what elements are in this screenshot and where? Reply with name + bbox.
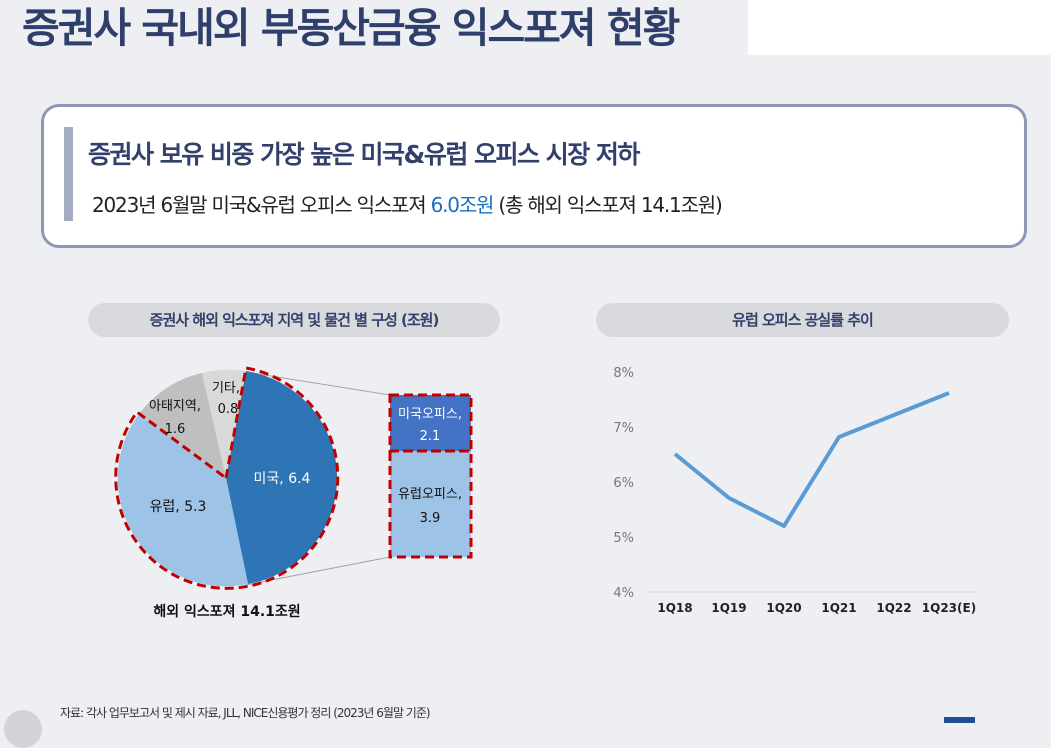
y-tick-8: 8% xyxy=(613,366,634,381)
pie-slice-apac xyxy=(139,373,226,478)
y-tick-6: 6% xyxy=(613,476,634,491)
pie-chart: 미국, 6.4 유럽, 5.3 아태지역, 1.6 기타, 0.8 미국오피스,… xyxy=(114,366,473,620)
y-tick-5: 5% xyxy=(613,531,634,546)
highlight-outline-pie xyxy=(114,366,340,590)
summary-sub-prefix: 2023년 6월말 미국&유럽 오피스 익스포져 xyxy=(92,193,431,217)
bar-eu-outline xyxy=(388,449,473,559)
x-tick-1q20: 1Q20 xyxy=(766,601,801,615)
pie-slice-europe xyxy=(117,414,248,587)
label-apac-name: 아태지역, xyxy=(149,399,201,414)
label-us: 미국, 6.4 xyxy=(254,471,311,487)
summary-accent-bar xyxy=(64,127,73,221)
summary-sub-suffix: (총 해외 익스포져 14.1조원) xyxy=(493,193,722,217)
label-europe: 유럽, 5.3 xyxy=(150,499,207,515)
summary-subtext: 2023년 6월말 미국&유럽 오피스 익스포져 6.0조원 (총 해외 익스포… xyxy=(92,189,723,218)
bar-eu-office xyxy=(390,451,471,557)
label-us-office-value: 2.1 xyxy=(420,429,441,444)
label-apac-value: 1.6 xyxy=(165,422,186,437)
header-white-panel xyxy=(748,0,1051,55)
y-tick-7: 7% xyxy=(613,421,634,436)
vacancy-line xyxy=(673,391,950,528)
label-other-name: 기타, xyxy=(212,381,240,396)
summary-headline: 증권사 보유 비중 가장 높은 미국&유럽 오피스 시장 저하 xyxy=(88,140,640,169)
corner-decoration xyxy=(4,710,42,748)
bar-us-office xyxy=(390,395,471,451)
y-tick-4: 4% xyxy=(613,586,634,601)
line-chart: 8% 7% 6% 5% 4% 1Q18 1Q19 1Q20 1Q21 1Q22 … xyxy=(613,366,977,615)
source-footnote: 자료: 각사 업무보고서 및 제시 자료, JLL, NICE신용평가 정리 (… xyxy=(60,706,431,720)
pie-slice-us xyxy=(226,371,338,584)
bar-us-outline xyxy=(388,393,473,453)
left-chart-title: 증권사 해외 익스포져 지역 및 물건 별 구성 (조원) xyxy=(88,303,500,337)
summary-box: 증권사 보유 비중 가장 높은 미국&유럽 오피스 시장 저하 2023년 6월… xyxy=(41,104,1027,248)
page-marker xyxy=(944,717,975,723)
x-tick-1q23e: 1Q23(E) xyxy=(922,601,976,615)
x-tick-1q18: 1Q18 xyxy=(657,601,692,615)
pie-caption: 해외 익스포져 14.1조원 xyxy=(153,603,300,620)
connector-top xyxy=(245,371,391,396)
label-us-office-name: 미국오피스, xyxy=(398,407,462,422)
x-tick-1q21: 1Q21 xyxy=(821,601,856,615)
x-tick-1q19: 1Q19 xyxy=(711,601,746,615)
label-eu-office-value: 3.9 xyxy=(420,511,441,526)
right-chart-title: 유럽 오피스 공실률 추이 xyxy=(596,303,1009,337)
page-title: 증권사 국내외 부동산금융 익스포져 현황 xyxy=(22,4,680,52)
summary-sub-highlight: 6.0조원 xyxy=(430,193,495,217)
label-other-value: 0.8 xyxy=(218,402,239,417)
label-eu-office-name: 유럽오피스, xyxy=(398,487,462,502)
x-tick-1q22: 1Q22 xyxy=(876,601,911,615)
pie-slice-other xyxy=(202,369,246,478)
